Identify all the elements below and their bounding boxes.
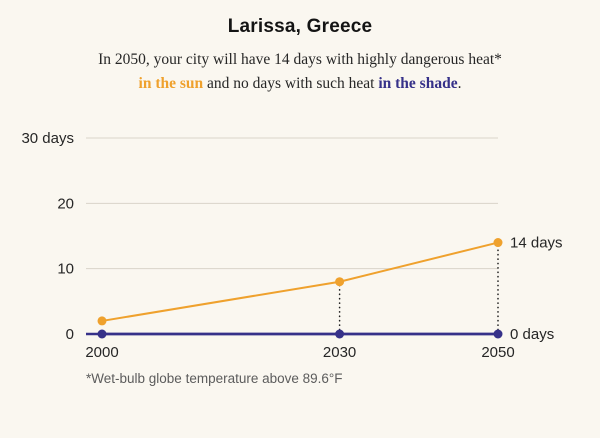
data-point: [335, 329, 345, 339]
series-end-label: 14 days: [510, 235, 563, 252]
y-tick-label: 0: [66, 326, 74, 343]
series-line-1: [101, 241, 499, 322]
y-tick-label: 20: [57, 195, 74, 212]
chart-area: 0 10 20 30 days 2000 2030 2050 0 days 14 days: [0, 106, 600, 369]
chart-subtitle: In 2050, your city will have 14 days wit…: [30, 48, 570, 96]
data-point: [493, 238, 503, 248]
data-point: [97, 329, 107, 339]
x-tick-label: 2050: [481, 344, 514, 361]
y-tick-label: 10: [57, 261, 74, 278]
data-point: [493, 329, 503, 339]
data-point: [97, 316, 107, 326]
x-tick-label: 2000: [85, 344, 118, 361]
chart-card: Larissa, Greece In 2050, your city will …: [0, 16, 600, 438]
subtitle-line1: In 2050, your city will have 14 days wit…: [98, 51, 502, 68]
subtitle-sun-highlight: in the sun: [138, 75, 204, 93]
subtitle-shade-highlight: in the shade: [378, 75, 458, 93]
subtitle-end: .: [457, 75, 462, 93]
y-tick-label: 30 days: [21, 130, 74, 147]
x-tick-label: 2030: [323, 344, 356, 361]
data-point: [335, 277, 345, 287]
chart-title: Larissa, Greece: [227, 16, 373, 37]
subtitle-mid: and no days with such heat: [203, 75, 379, 93]
series-end-label: 0 days: [510, 326, 554, 343]
footnote: *Wet-bulb globe temperature above 89.6°F: [86, 371, 343, 387]
